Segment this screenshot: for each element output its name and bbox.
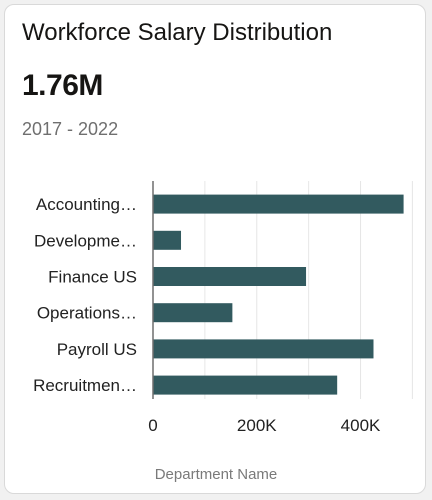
bar-3 xyxy=(153,267,307,286)
bar-2 xyxy=(153,230,182,250)
category-label: Operations… xyxy=(37,304,137,323)
x-tick-label: 400K xyxy=(341,416,381,435)
category-label: Recruitmen… xyxy=(33,376,137,395)
bar-1 xyxy=(153,194,404,214)
bar-chart: Accounting… Developme… Finance US Operation… xyxy=(33,181,413,435)
x-tick-label: 200K xyxy=(237,416,277,435)
category-label: Developme… xyxy=(34,231,137,250)
bar-4 xyxy=(153,303,233,323)
date-range: 2017 - 2022 xyxy=(22,119,119,139)
category-label: Accounting… xyxy=(36,195,137,214)
bar-6 xyxy=(153,375,338,395)
bar-5 xyxy=(153,339,374,359)
x-tick-label: 0 xyxy=(148,416,157,435)
chart-card: Workforce Salary Distribution 1.76M 2017… xyxy=(4,4,426,494)
total-metric: 1.76M xyxy=(22,69,103,102)
card-title: Workforce Salary Distribution xyxy=(22,19,333,46)
x-axis-title: Department Name xyxy=(154,466,278,483)
category-label: Finance US xyxy=(48,268,137,287)
category-label: Payroll US xyxy=(57,340,137,359)
